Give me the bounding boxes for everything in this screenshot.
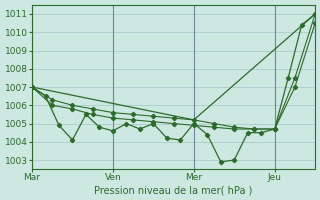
X-axis label: Pression niveau de la mer( hPa ): Pression niveau de la mer( hPa )	[94, 185, 253, 195]
